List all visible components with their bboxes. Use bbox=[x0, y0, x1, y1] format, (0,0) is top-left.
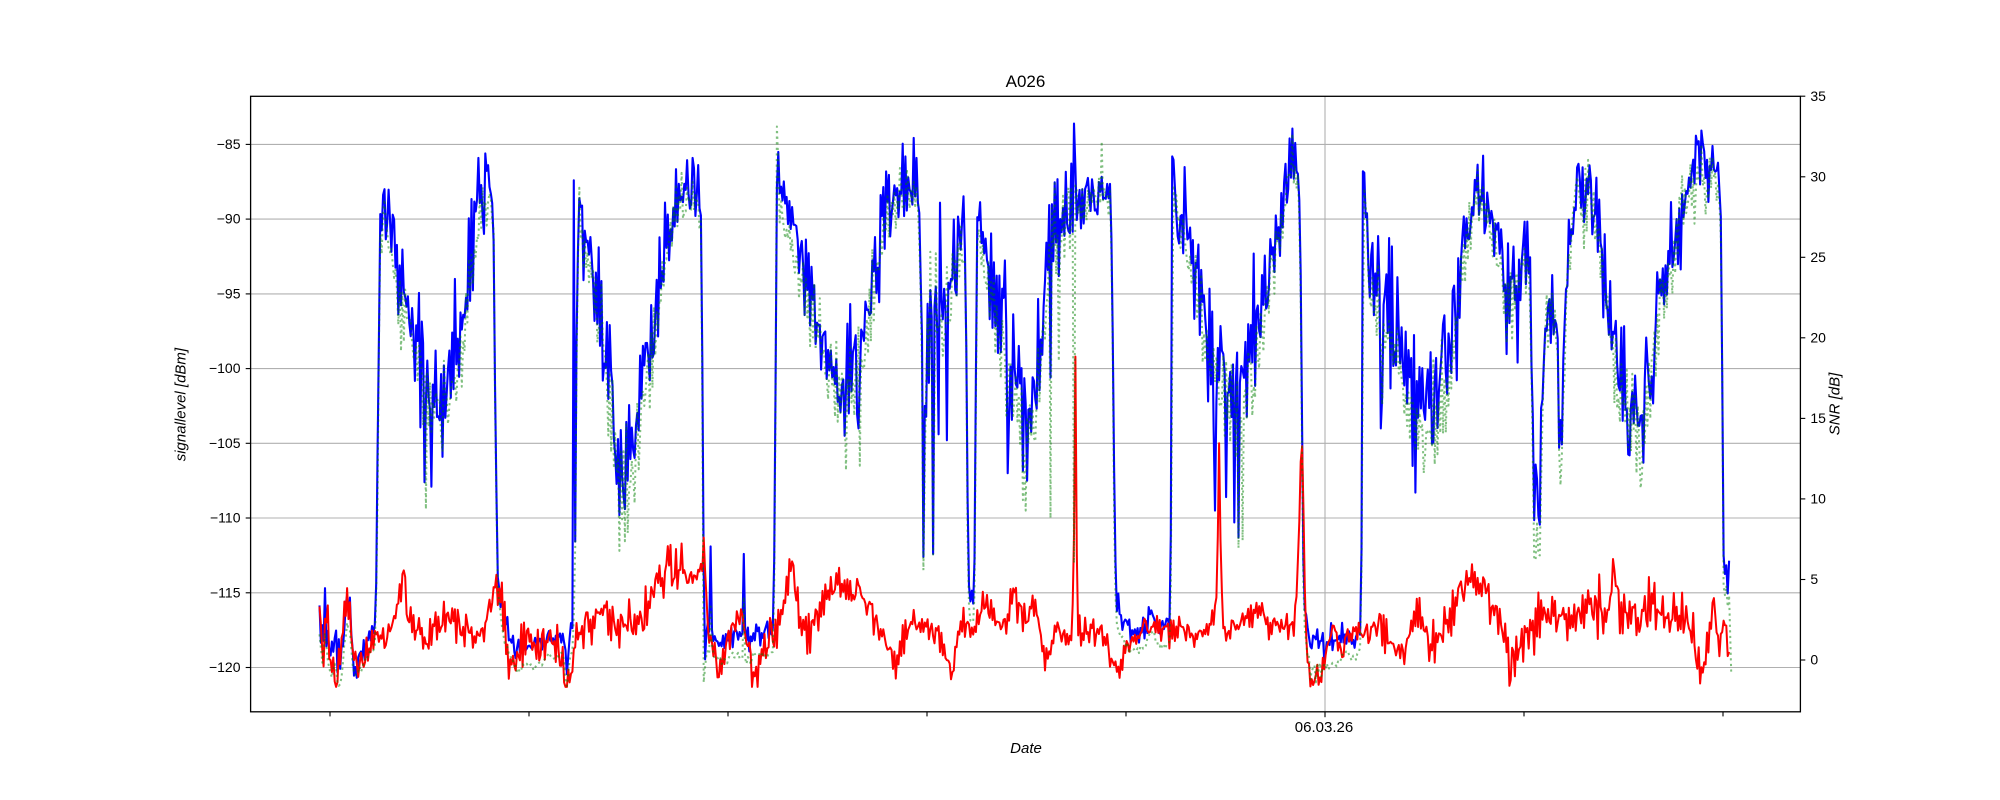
svg-text:30: 30 bbox=[1810, 168, 1826, 184]
svg-text:−100: −100 bbox=[209, 360, 241, 376]
svg-text:−105: −105 bbox=[209, 435, 241, 451]
svg-text:5: 5 bbox=[1810, 571, 1818, 587]
svg-text:−85: −85 bbox=[217, 136, 241, 152]
svg-text:10: 10 bbox=[1810, 491, 1826, 507]
svg-text:25: 25 bbox=[1810, 249, 1826, 265]
svg-text:15: 15 bbox=[1810, 410, 1826, 426]
svg-text:SNR [dB]: SNR [dB] bbox=[1827, 372, 1844, 435]
svg-text:Date: Date bbox=[1010, 740, 1042, 757]
svg-text:A026: A026 bbox=[1006, 72, 1046, 91]
svg-text:20: 20 bbox=[1810, 329, 1826, 345]
svg-text:35: 35 bbox=[1810, 88, 1826, 104]
svg-text:−110: −110 bbox=[210, 510, 241, 526]
svg-text:−90: −90 bbox=[217, 211, 241, 227]
svg-text:−120: −120 bbox=[209, 659, 241, 675]
svg-text:signallevel [dBm]: signallevel [dBm] bbox=[173, 347, 190, 461]
svg-text:−115: −115 bbox=[210, 584, 241, 600]
svg-text:0: 0 bbox=[1810, 652, 1818, 668]
svg-text:−95: −95 bbox=[217, 286, 241, 302]
svg-text:06.03.26: 06.03.26 bbox=[1295, 719, 1353, 736]
